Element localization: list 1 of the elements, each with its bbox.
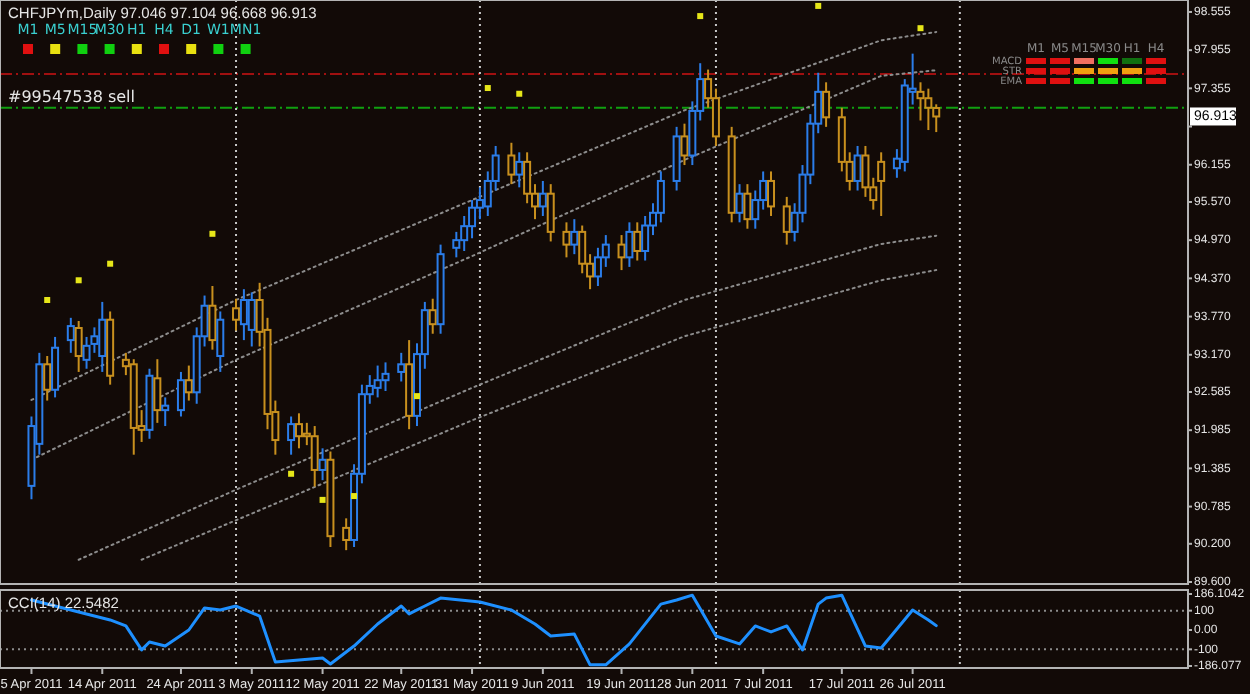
- ref-line-label: #99547538 sell: [8, 87, 135, 106]
